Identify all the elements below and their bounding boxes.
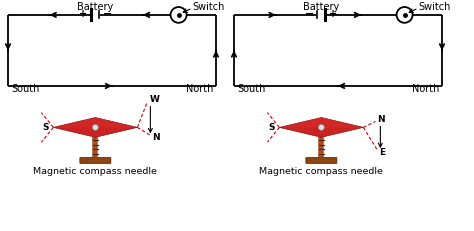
Text: E: E <box>379 148 385 157</box>
Text: −: − <box>102 9 112 19</box>
Polygon shape <box>279 118 364 127</box>
Text: South: South <box>11 84 39 94</box>
Text: Magnetic compass needle: Magnetic compass needle <box>259 167 383 176</box>
Text: +: + <box>329 9 337 19</box>
FancyBboxPatch shape <box>80 158 111 163</box>
Text: N: N <box>152 133 160 142</box>
Polygon shape <box>279 118 364 137</box>
Polygon shape <box>54 118 137 127</box>
Circle shape <box>92 125 99 130</box>
Text: −: − <box>305 9 314 19</box>
Text: N: N <box>377 115 385 124</box>
FancyBboxPatch shape <box>306 158 337 163</box>
Text: North: North <box>186 84 213 94</box>
Text: S: S <box>43 123 49 132</box>
Text: South: South <box>237 84 265 94</box>
Text: Switch: Switch <box>192 2 225 12</box>
Text: S: S <box>269 123 275 132</box>
Circle shape <box>319 125 324 130</box>
Polygon shape <box>54 118 137 137</box>
Text: Battery: Battery <box>77 2 113 12</box>
Text: North: North <box>411 84 439 94</box>
Text: Magnetic compass needle: Magnetic compass needle <box>34 167 157 176</box>
Text: +: + <box>79 9 87 19</box>
Text: Switch: Switch <box>419 2 451 12</box>
Text: W: W <box>149 95 159 104</box>
Text: Battery: Battery <box>303 2 339 12</box>
